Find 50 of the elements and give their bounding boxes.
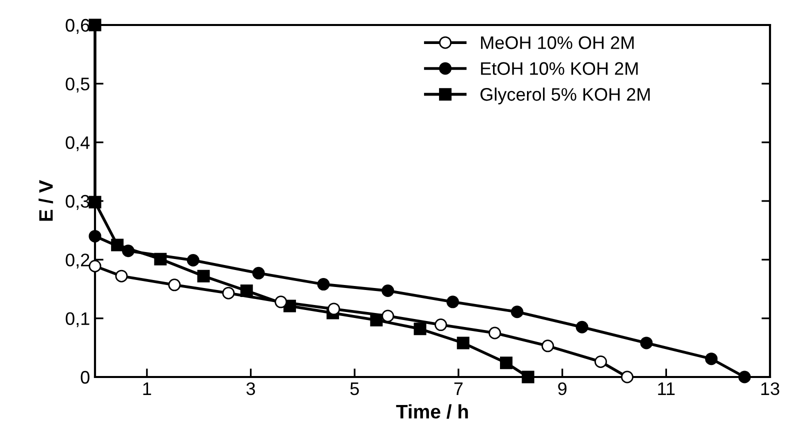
- point: [274, 296, 288, 308]
- point: [222, 286, 235, 300]
- y-tick-label: 0,1: [66, 312, 90, 328]
- point: [88, 18, 102, 32]
- point: [542, 340, 554, 352]
- point: [168, 278, 181, 292]
- point: [510, 306, 524, 318]
- point: [328, 302, 340, 316]
- x-tick-label: 5: [350, 382, 359, 396]
- point: [488, 326, 502, 340]
- x-tick-label: 9: [558, 382, 566, 396]
- y-tick-label: 0,6: [66, 18, 90, 34]
- point: [576, 320, 588, 334]
- point: [382, 310, 394, 322]
- legend-label: EtOH 10% KOH 2M: [481, 62, 638, 75]
- point: [88, 260, 102, 272]
- y-tick-label: 0: [80, 370, 90, 384]
- y-tick-label: 0,2: [66, 254, 90, 269]
- point: [738, 370, 751, 384]
- point: [522, 370, 534, 384]
- point: [317, 278, 330, 291]
- point: [446, 296, 459, 308]
- point: [500, 356, 512, 370]
- y-axis-title: E / V: [38, 180, 54, 221]
- point: [186, 254, 200, 267]
- point: [197, 270, 210, 282]
- point: [115, 270, 128, 282]
- point: [88, 196, 102, 208]
- legend-label: MeOH 10% OH 2M: [481, 36, 634, 50]
- point: [456, 336, 470, 350]
- point: [88, 230, 102, 242]
- x-tick-label: 7: [454, 382, 463, 395]
- x-tick-label: 3: [246, 382, 255, 396]
- x-tick-label: 11: [658, 382, 675, 395]
- x-axis-title: Time / h: [396, 404, 468, 419]
- y-tick-label: 0,3: [66, 194, 90, 210]
- y-tick-label: 0,5: [66, 78, 90, 93]
- legend-label: Glycerol 5% KOH 2M: [480, 88, 650, 104]
- point: [382, 284, 394, 298]
- point: [414, 322, 426, 336]
- point: [434, 318, 448, 332]
- point: [252, 266, 265, 280]
- x-tick-label: 1: [143, 382, 152, 395]
- point: [620, 370, 634, 384]
- point: [640, 336, 653, 350]
- point: [594, 355, 607, 368]
- point: [705, 352, 718, 366]
- y-tick-label: 0,4: [66, 136, 90, 152]
- point: [122, 244, 134, 258]
- x-tick-label: 13: [761, 382, 780, 396]
